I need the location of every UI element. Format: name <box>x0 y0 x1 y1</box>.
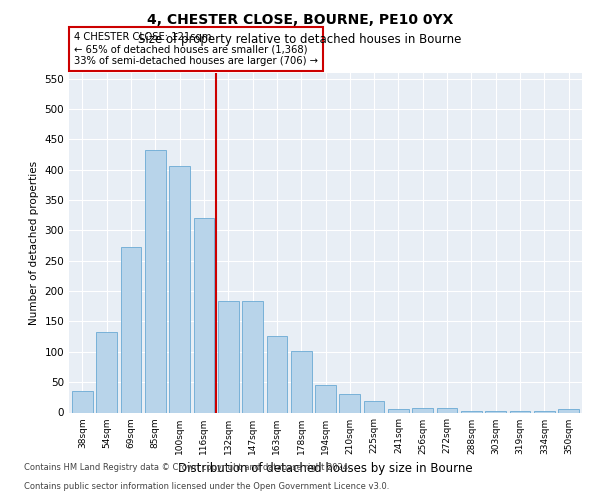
Bar <box>340 394 360 412</box>
Bar <box>218 302 239 412</box>
Text: Size of property relative to detached houses in Bourne: Size of property relative to detached ho… <box>139 32 461 46</box>
Bar <box>169 166 190 412</box>
Text: 4, CHESTER CLOSE, BOURNE, PE10 0YX: 4, CHESTER CLOSE, BOURNE, PE10 0YX <box>147 12 453 26</box>
Text: Contains public sector information licensed under the Open Government Licence v3: Contains public sector information licen… <box>24 482 389 491</box>
Bar <box>412 408 433 412</box>
Bar <box>364 401 385 412</box>
Bar <box>266 336 287 412</box>
Bar <box>145 150 166 412</box>
Bar <box>121 248 142 412</box>
Text: 4 CHESTER CLOSE: 121sqm
← 65% of detached houses are smaller (1,368)
33% of semi: 4 CHESTER CLOSE: 121sqm ← 65% of detache… <box>74 32 318 66</box>
Bar <box>558 410 579 412</box>
Bar <box>194 218 214 412</box>
Bar <box>291 350 311 412</box>
Bar <box>461 410 482 412</box>
Y-axis label: Number of detached properties: Number of detached properties <box>29 160 39 324</box>
Bar <box>437 408 457 412</box>
Text: Contains HM Land Registry data © Crown copyright and database right 2024.: Contains HM Land Registry data © Crown c… <box>24 464 350 472</box>
Bar <box>242 302 263 412</box>
Bar <box>315 385 336 412</box>
Bar <box>388 410 409 412</box>
Bar <box>72 391 93 412</box>
Bar <box>97 332 117 412</box>
X-axis label: Distribution of detached houses by size in Bourne: Distribution of detached houses by size … <box>178 462 473 475</box>
